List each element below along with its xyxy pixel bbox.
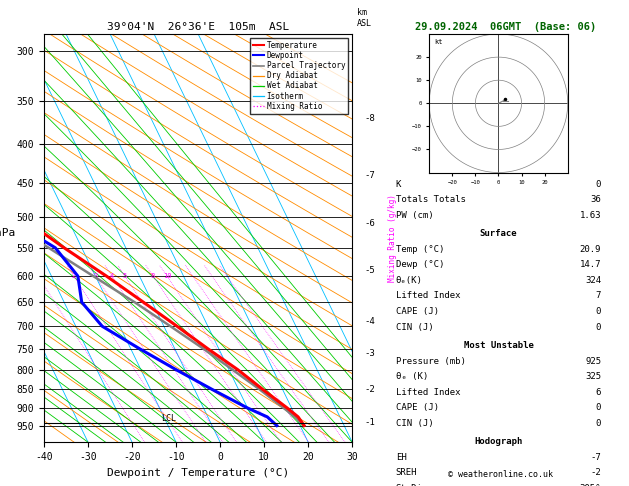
Text: -5: -5 xyxy=(365,266,376,275)
Text: 324: 324 xyxy=(585,276,601,285)
Y-axis label: hPa: hPa xyxy=(0,228,16,238)
Text: 1.63: 1.63 xyxy=(580,211,601,220)
Text: SREH: SREH xyxy=(396,469,417,477)
Text: Totals Totals: Totals Totals xyxy=(396,195,465,204)
Text: K: K xyxy=(396,180,401,189)
Text: 2: 2 xyxy=(72,273,75,279)
Text: Mixing Ratio (g/kg): Mixing Ratio (g/kg) xyxy=(388,194,397,282)
Text: Most Unstable: Most Unstable xyxy=(464,341,533,350)
Text: km
ASL: km ASL xyxy=(357,8,372,28)
Text: -1: -1 xyxy=(365,417,376,427)
Text: 14.7: 14.7 xyxy=(580,260,601,269)
Text: Hodograph: Hodograph xyxy=(474,437,523,446)
Text: 0: 0 xyxy=(596,403,601,412)
Text: 0: 0 xyxy=(596,180,601,189)
Text: CAPE (J): CAPE (J) xyxy=(396,403,439,412)
Text: StmDir: StmDir xyxy=(396,484,428,486)
Text: 5: 5 xyxy=(123,273,127,279)
Text: -7: -7 xyxy=(591,453,601,462)
Text: -2: -2 xyxy=(591,469,601,477)
Text: 325: 325 xyxy=(585,372,601,381)
Text: Lifted Index: Lifted Index xyxy=(396,388,460,397)
Text: 8: 8 xyxy=(151,273,155,279)
Text: -3: -3 xyxy=(365,348,376,358)
Text: -7: -7 xyxy=(365,171,376,180)
Text: LCL: LCL xyxy=(160,414,175,423)
Text: 10: 10 xyxy=(163,273,171,279)
Text: 3: 3 xyxy=(94,273,98,279)
Text: 7: 7 xyxy=(596,292,601,300)
Text: CAPE (J): CAPE (J) xyxy=(396,307,439,316)
Text: 0: 0 xyxy=(596,419,601,428)
X-axis label: Dewpoint / Temperature (°C): Dewpoint / Temperature (°C) xyxy=(107,468,289,478)
Text: 29.09.2024  06GMT  (Base: 06): 29.09.2024 06GMT (Base: 06) xyxy=(415,22,596,32)
Text: CIN (J): CIN (J) xyxy=(396,419,433,428)
Text: θₑ (K): θₑ (K) xyxy=(396,372,428,381)
Text: CIN (J): CIN (J) xyxy=(396,323,433,331)
Title: 39°04'N  26°36'E  105m  ASL: 39°04'N 26°36'E 105m ASL xyxy=(107,22,289,32)
Text: 305°: 305° xyxy=(580,484,601,486)
Text: Pressure (mb): Pressure (mb) xyxy=(396,357,465,365)
Legend: Temperature, Dewpoint, Parcel Trajectory, Dry Adiabat, Wet Adiabat, Isotherm, Mi: Temperature, Dewpoint, Parcel Trajectory… xyxy=(250,38,348,114)
Text: PW (cm): PW (cm) xyxy=(396,211,433,220)
Text: θₑ(K): θₑ(K) xyxy=(396,276,423,285)
Text: Surface: Surface xyxy=(480,229,517,238)
Text: -2: -2 xyxy=(365,385,376,394)
Text: 925: 925 xyxy=(585,357,601,365)
Text: © weatheronline.co.uk: © weatheronline.co.uk xyxy=(448,469,552,479)
Text: Temp (°C): Temp (°C) xyxy=(396,245,444,254)
Text: Dewp (°C): Dewp (°C) xyxy=(396,260,444,269)
Text: -8: -8 xyxy=(365,114,376,123)
Text: kt: kt xyxy=(434,39,442,45)
Text: 0: 0 xyxy=(596,323,601,331)
Text: Lifted Index: Lifted Index xyxy=(396,292,460,300)
Text: -4: -4 xyxy=(365,317,376,326)
Text: 36: 36 xyxy=(591,195,601,204)
Text: 6: 6 xyxy=(596,388,601,397)
Text: EH: EH xyxy=(396,453,406,462)
Text: 0: 0 xyxy=(596,307,601,316)
Text: 20.9: 20.9 xyxy=(580,245,601,254)
Text: 4: 4 xyxy=(110,273,114,279)
Text: -6: -6 xyxy=(365,219,376,228)
